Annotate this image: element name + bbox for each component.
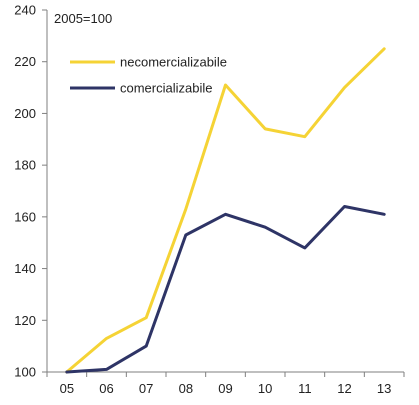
x-tick-label: 09 bbox=[218, 381, 232, 396]
x-tick-label: 06 bbox=[99, 381, 113, 396]
y-tick-label: 200 bbox=[14, 106, 36, 121]
x-tick-label: 10 bbox=[258, 381, 272, 396]
y-tick-label: 140 bbox=[14, 261, 36, 276]
series-line-comercializabile bbox=[65, 205, 386, 374]
series-line-necomercializabile bbox=[65, 47, 386, 374]
x-tick-label: 05 bbox=[60, 381, 74, 396]
tick-labels: 100 120 140 160 180 200 220 240 05 06 07 08 09 10 11 12… bbox=[14, 3, 391, 397]
base-year-annotation: 2005=100 bbox=[54, 11, 112, 26]
y-tick-label: 100 bbox=[14, 365, 36, 380]
y-tick-label: 180 bbox=[14, 158, 36, 173]
x-tick-label: 11 bbox=[298, 381, 312, 396]
x-tick-label: 12 bbox=[337, 381, 351, 396]
series-lines bbox=[65, 47, 386, 374]
x-tick-label: 08 bbox=[179, 381, 193, 396]
x-tick-label: 07 bbox=[139, 381, 153, 396]
axes bbox=[42, 9, 405, 377]
y-tick-label: 160 bbox=[14, 209, 36, 224]
y-tick-label: 220 bbox=[14, 54, 36, 69]
legend: necomercializabile comercializabile bbox=[70, 55, 227, 96]
legend-label-necomercializabile: necomercializabile bbox=[120, 55, 227, 70]
y-tick-label: 120 bbox=[14, 313, 36, 328]
legend-label-comercializabile: comercializabile bbox=[120, 81, 212, 96]
y-tick-label: 240 bbox=[14, 3, 36, 18]
x-tick-label: 13 bbox=[377, 381, 391, 396]
